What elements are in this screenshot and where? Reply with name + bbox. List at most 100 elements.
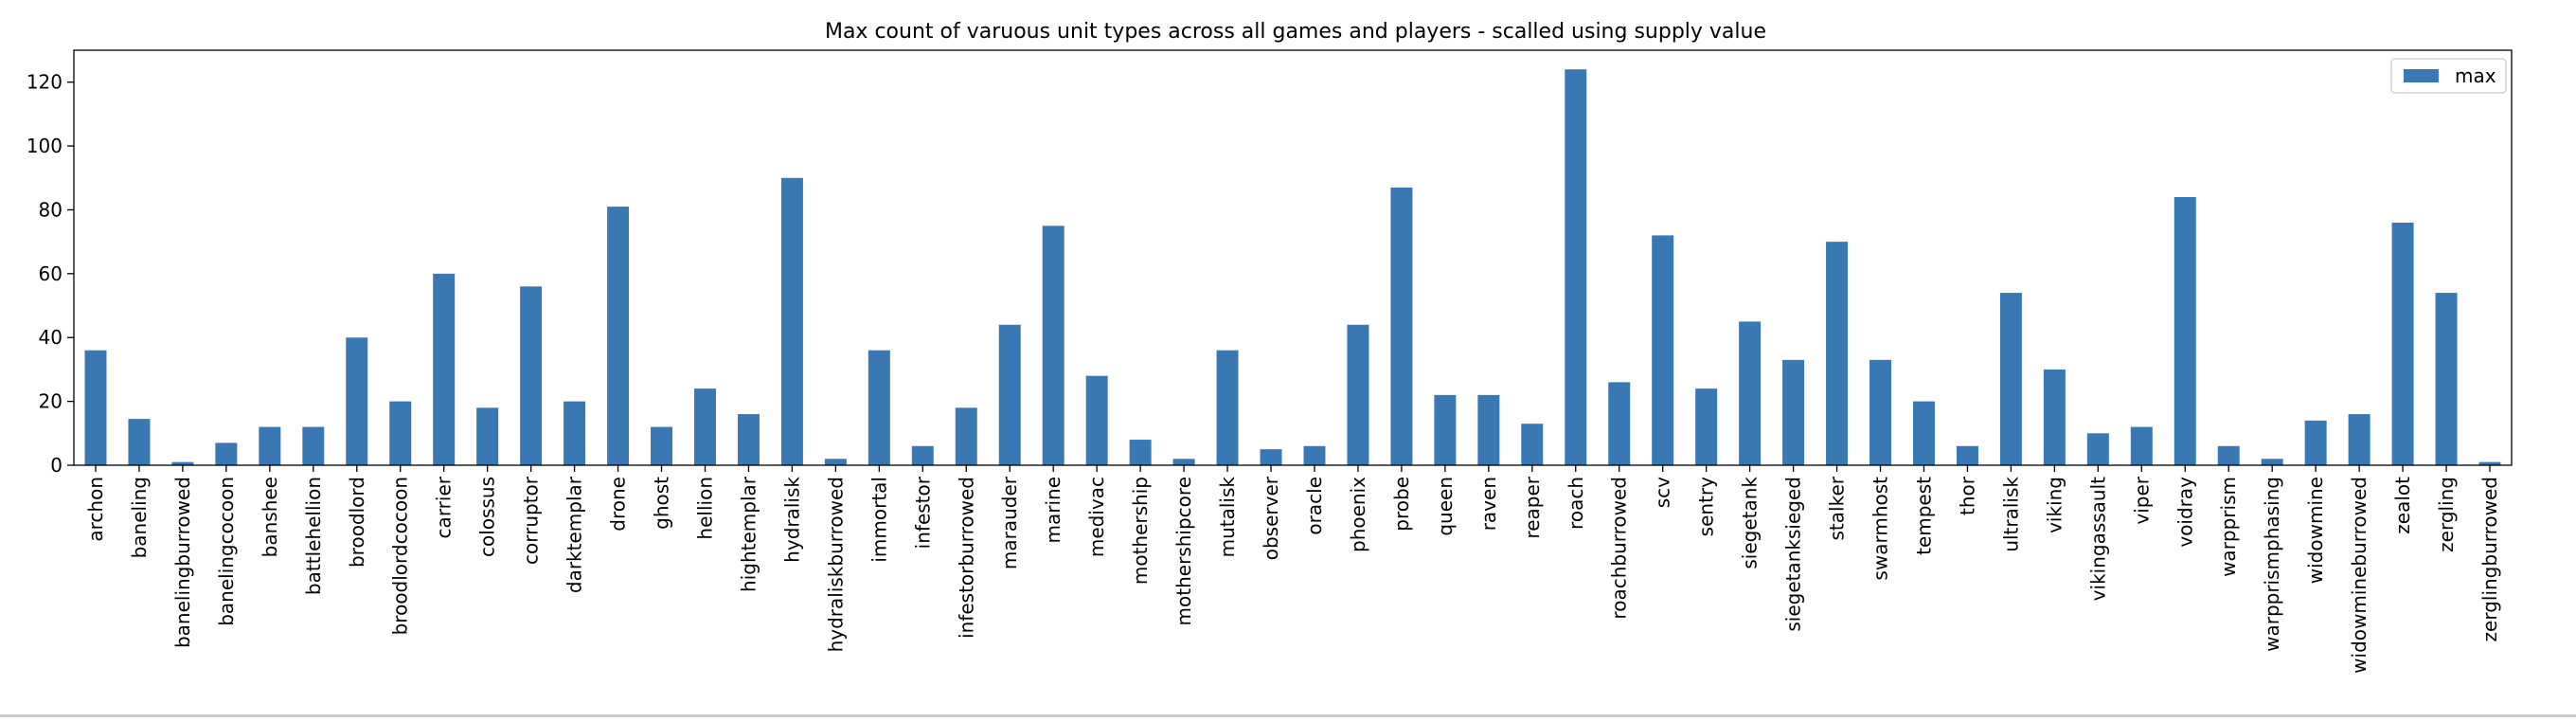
bar-tempest	[1912, 401, 1935, 465]
x-tick-label: probe	[1390, 477, 1413, 532]
x-tick-label: drone	[607, 477, 630, 532]
bar-mothershipcore	[1172, 459, 1195, 465]
bar-reaper	[1521, 424, 1544, 465]
bar-banshee	[259, 426, 281, 465]
bar-colossus	[476, 407, 499, 465]
bar-hydraliskburrowed	[824, 459, 847, 465]
bar-warpprismphasing	[2261, 459, 2283, 465]
x-tick-label: banshee	[259, 477, 281, 557]
bar-marine	[1042, 226, 1064, 465]
bar-mothership	[1129, 440, 1152, 465]
x-tick-label: zealot	[2391, 477, 2414, 534]
x-tick-label: siegetank	[1739, 477, 1762, 569]
y-tick-label: 60	[39, 262, 63, 285]
x-tick-label: oracle	[1303, 477, 1326, 535]
bottom-divider	[0, 714, 2576, 717]
legend-swatch	[2404, 69, 2439, 82]
x-tick-label: sentry	[1695, 477, 1718, 536]
bar-zerglingburrowed	[2478, 461, 2501, 465]
x-tick-label: widowmineburrowed	[2348, 477, 2370, 674]
bar-hydralisk	[780, 177, 803, 465]
bar-marauder	[998, 324, 1021, 465]
x-tick-label: zergling	[2435, 477, 2458, 552]
x-tick-label: corruptor	[520, 476, 543, 565]
x-tick-label: hydraliskburrowed	[824, 477, 847, 652]
x-tick-label: observer	[1260, 476, 1282, 560]
bar-stalker	[1826, 242, 1849, 465]
x-tick-label: queen	[1434, 477, 1457, 536]
bar-widowmine	[2304, 420, 2327, 465]
bar-raven	[1477, 394, 1500, 465]
bar-thor	[1956, 445, 1978, 465]
x-tick-label: marine	[1042, 477, 1064, 544]
bar-infestorburrowed	[955, 407, 977, 465]
bar-corruptor	[520, 286, 543, 465]
bar-ghost	[651, 426, 673, 465]
x-tick-label: colossus	[476, 477, 499, 557]
bar-zergling	[2435, 293, 2458, 465]
x-tick-label: viking	[2043, 477, 2066, 533]
bar-zealot	[2391, 222, 2414, 465]
bar-infestor	[911, 445, 934, 465]
plot-frame	[73, 49, 2513, 466]
y-tick-label: 20	[39, 390, 63, 413]
x-tick-label: battlehellion	[302, 477, 325, 595]
x-tick-label: archon	[84, 477, 107, 542]
bar-banelingburrowed	[171, 461, 194, 465]
bar-darktemplar	[564, 401, 586, 465]
x-tick-label: vikingassault	[2086, 477, 2109, 601]
legend: max	[2390, 58, 2507, 94]
x-tick-label: broodlord	[346, 477, 368, 568]
x-tick-label: tempest	[1912, 477, 1935, 555]
bar-siegetank	[1739, 321, 1762, 465]
x-tick-label: mothershipcore	[1172, 477, 1195, 625]
bar-widowmineburrowed	[2348, 414, 2370, 465]
bar-mutalisk	[1216, 350, 1239, 465]
x-tick-label: roach	[1565, 477, 1587, 530]
x-axis: archon baneling banelingburrowed banelingco…	[84, 465, 2501, 674]
x-tick-label: medivac	[1085, 477, 1108, 557]
bar-banelingcocoon	[215, 442, 238, 465]
bar-phoenix	[1347, 324, 1369, 465]
bar-warpprism	[2217, 445, 2240, 465]
x-tick-label: viper	[2130, 476, 2153, 524]
x-tick-label: mothership	[1129, 477, 1152, 585]
x-tick-label: hellion	[693, 477, 716, 540]
x-tick-label: zerglingburrowed	[2478, 477, 2501, 641]
x-tick-label: carrier	[433, 476, 456, 538]
bar-hightemplar	[737, 414, 760, 465]
bar-swarmhost	[1869, 359, 1892, 465]
bar-hellion	[693, 388, 716, 465]
x-tick-label: siegetanksieged	[1782, 477, 1805, 632]
bar-broodlordcocoon	[389, 401, 412, 465]
x-tick-label: marauder	[998, 476, 1021, 569]
x-tick-label: infestorburrowed	[955, 477, 977, 639]
bar-medivac	[1085, 375, 1108, 465]
chart-title: Max count of varuous unit types across a…	[825, 20, 1766, 44]
y-tick-label: 80	[39, 198, 63, 221]
bar-carrier	[433, 273, 456, 465]
x-tick-label: ghost	[651, 477, 673, 530]
x-tick-label: stalker	[1826, 476, 1849, 540]
x-tick-label: baneling	[128, 477, 151, 558]
y-axis: 0 20 40 60 80 100 120	[27, 71, 74, 477]
bar-baneling	[128, 419, 151, 465]
x-tick-label: reaper	[1521, 476, 1544, 538]
y-tick-label: 120	[27, 71, 63, 94]
x-tick-label: banelingcocoon	[215, 477, 238, 626]
bar-queen	[1434, 394, 1457, 465]
bar-archon	[84, 350, 107, 465]
bar-observer	[1260, 449, 1282, 465]
bar-drone	[607, 207, 630, 465]
x-tick-label: warpprismphasing	[2261, 477, 2283, 652]
x-tick-label: swarmhost	[1869, 477, 1892, 581]
y-tick-label: 40	[39, 326, 63, 349]
x-tick-label: thor	[1956, 476, 1978, 515]
y-tick-label: 100	[27, 135, 63, 157]
legend-box	[2390, 58, 2507, 94]
bar-battlehellion	[302, 426, 325, 465]
bar-ultralisk	[1999, 293, 2022, 465]
bar-roach	[1565, 69, 1587, 465]
